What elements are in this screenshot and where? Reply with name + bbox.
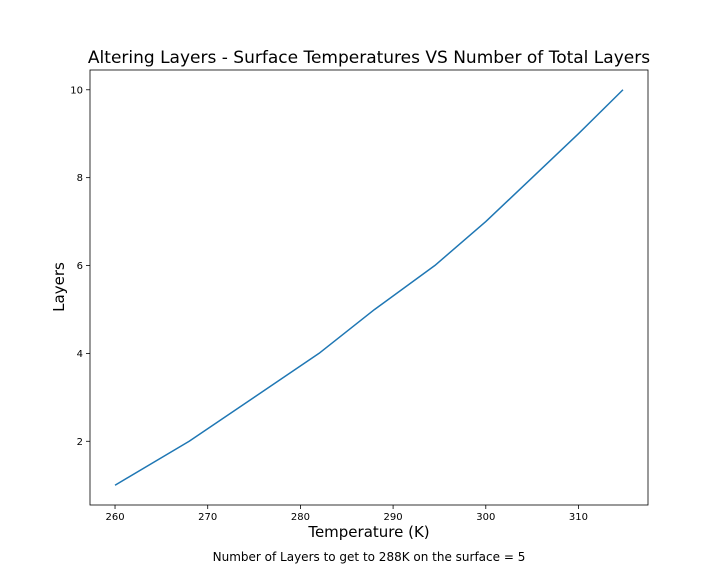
chart-title: Altering Layers - Surface Temperatures V…: [88, 48, 650, 68]
y-tick-label: 4: [77, 349, 83, 360]
x-tick-label: 280: [291, 512, 310, 523]
x-tick-label: 260: [105, 512, 124, 523]
plot-frame: [89, 69, 649, 506]
x-tick-label: 300: [476, 512, 495, 523]
x-tick-label: 310: [569, 512, 588, 523]
y-tick-label: 2: [77, 437, 83, 448]
x-tick-label: 270: [198, 512, 217, 523]
y-tick-label: 10: [70, 85, 83, 96]
x-axis-label: Temperature (K): [307, 523, 429, 541]
series-line-0: [114, 89, 624, 486]
y-tick-label: 6: [77, 261, 83, 272]
x-tick-label: 290: [384, 512, 403, 523]
plot-area: 260 270 280 290 300 310 2 4 6 8 10: [70, 85, 624, 523]
y-axis-label: Layers: [50, 262, 68, 312]
chart-caption: Number of Layers to get to 288K on the s…: [213, 550, 526, 564]
y-tick-label: 8: [77, 173, 83, 184]
